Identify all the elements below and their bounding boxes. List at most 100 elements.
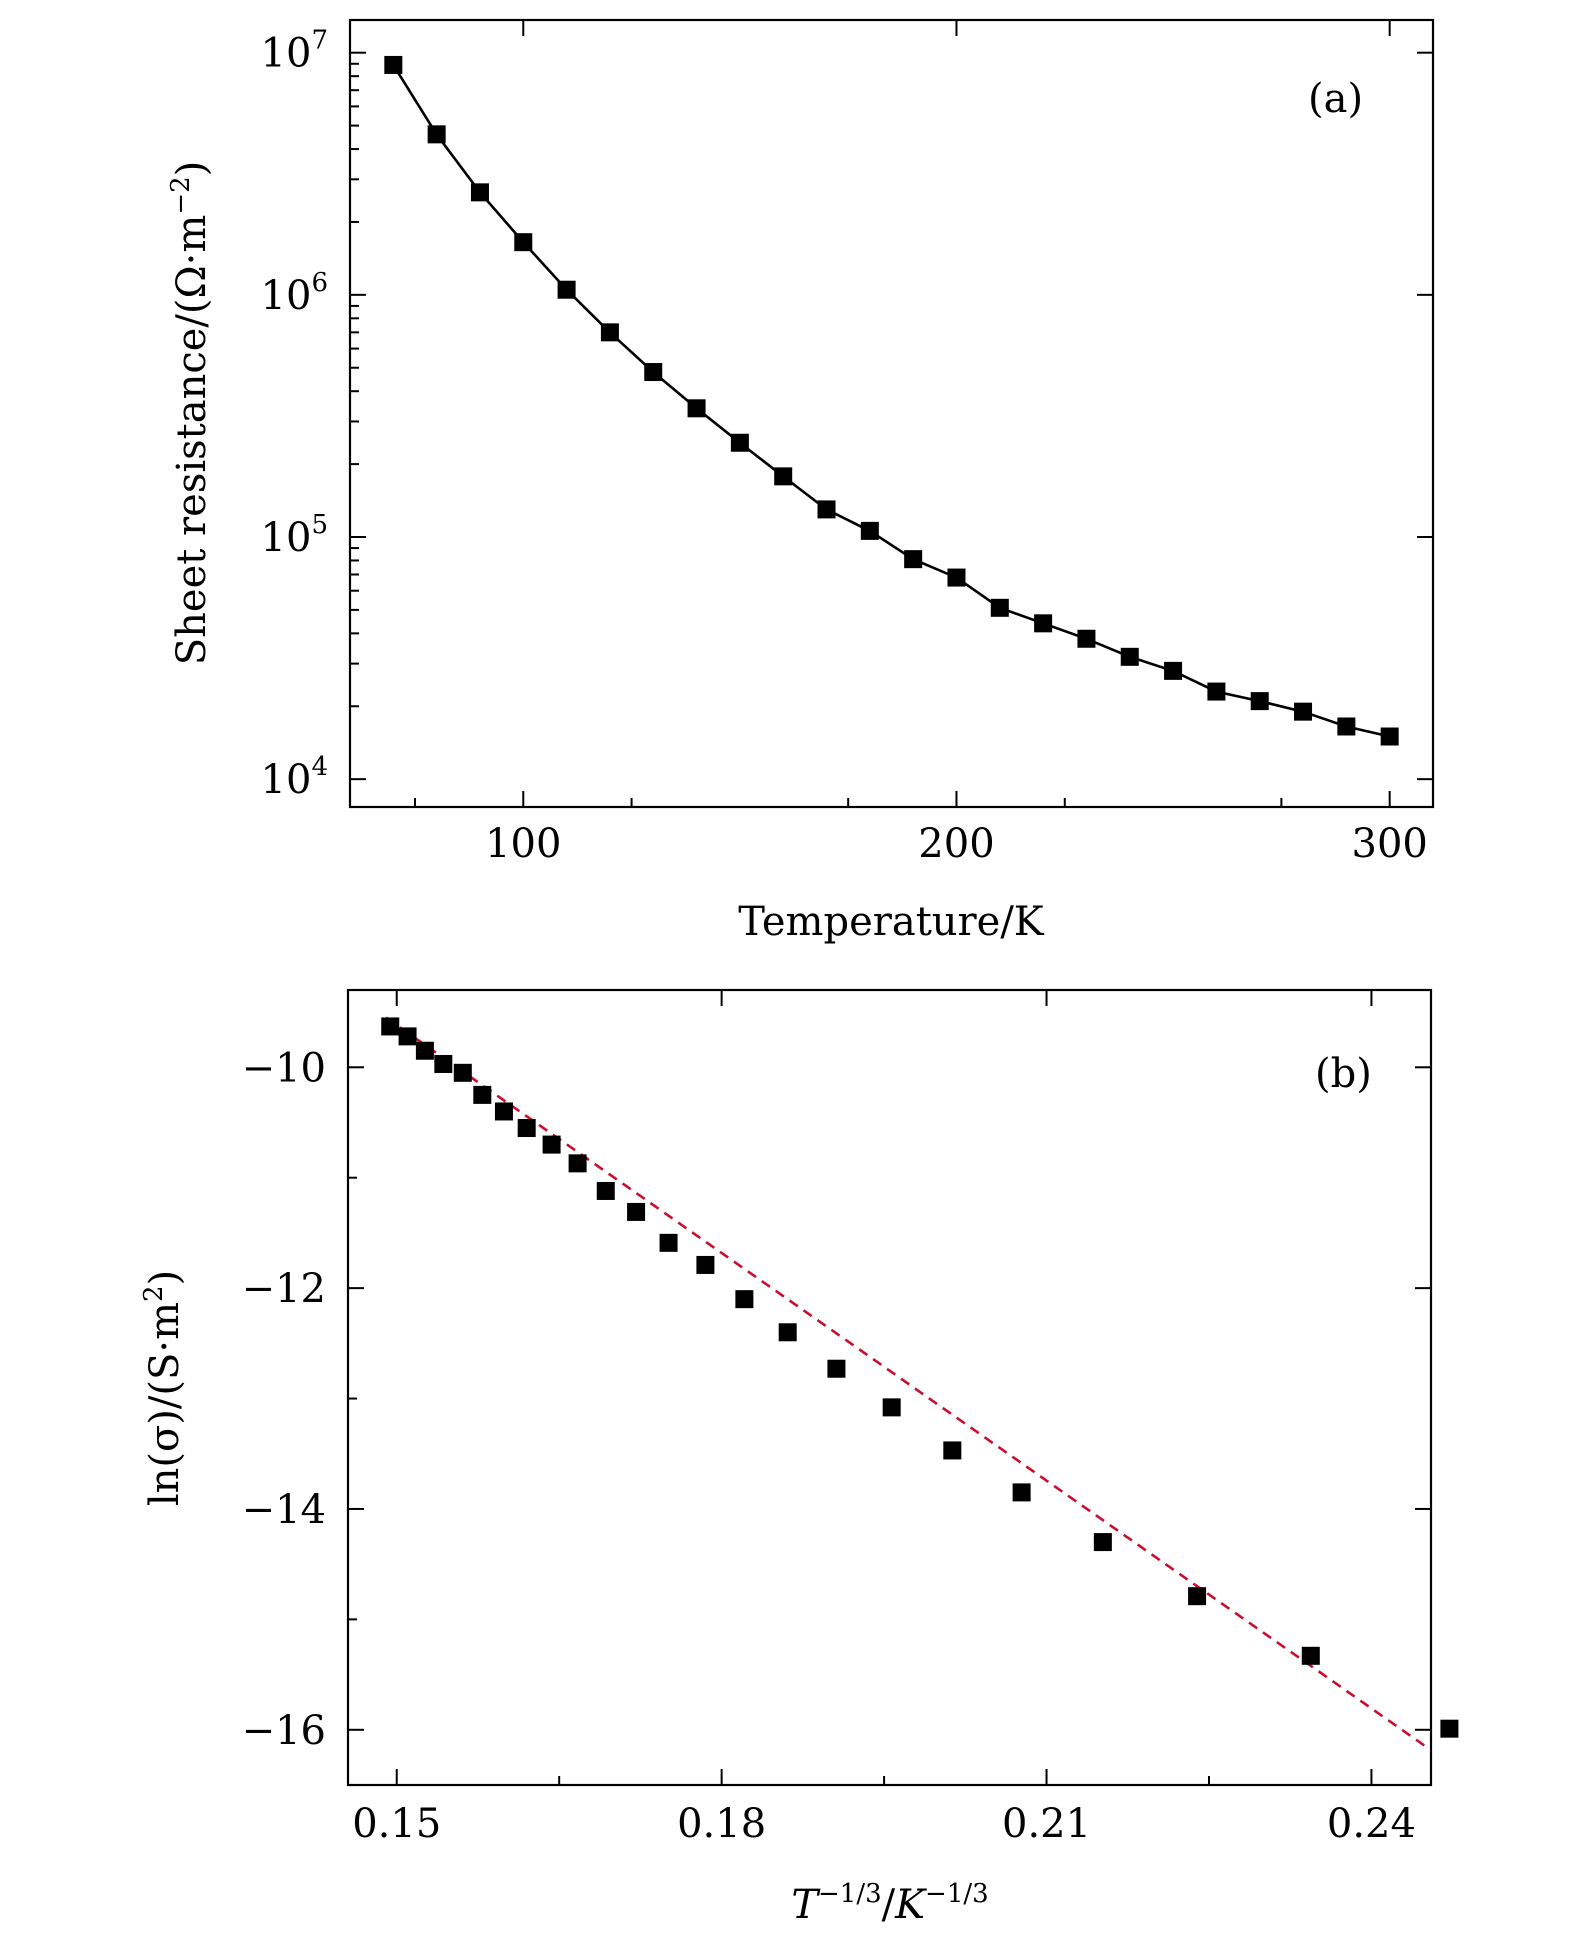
chart-b-point bbox=[659, 1233, 678, 1252]
chart-b-point bbox=[473, 1085, 492, 1104]
chart-a-y-tick-label: 106 bbox=[261, 268, 328, 319]
chart-a-point bbox=[470, 183, 489, 202]
chart-b-x-axis-label-T: T bbox=[791, 1882, 821, 1928]
chart-a-y-axis-label: Sheet resistance/(Ω·m−2) bbox=[166, 161, 215, 666]
chart-a-point bbox=[1337, 717, 1356, 736]
chart-a-point bbox=[774, 467, 793, 486]
chart-a-point bbox=[1250, 692, 1269, 711]
chart-a-y-axis-label-main: Sheet resistance/(Ω·m bbox=[169, 215, 215, 666]
chart-a-point bbox=[644, 363, 663, 382]
chart-a-series bbox=[384, 55, 1399, 746]
chart-a-y-tick-base: 10 bbox=[261, 273, 312, 319]
chart-b-point bbox=[494, 1102, 513, 1121]
chart-b-point bbox=[453, 1063, 472, 1082]
chart-a-point bbox=[1034, 614, 1053, 633]
chart-a-point bbox=[1164, 661, 1183, 680]
chart-b-x-axis-label-K: K bbox=[894, 1882, 927, 1928]
chart-b-x-tick-label: 0.21 bbox=[1002, 1801, 1091, 1847]
chart-b-x-axis-label: T−1/3/K−1/3 bbox=[791, 1879, 988, 1928]
chart-b-point bbox=[696, 1255, 715, 1274]
chart-a-y-tick-base: 10 bbox=[261, 515, 312, 561]
chart-b-point bbox=[542, 1135, 561, 1154]
chart-b-point bbox=[517, 1119, 536, 1138]
chart-a-x-tick-labels: 100 200 300 bbox=[485, 821, 1428, 867]
chart-a-point bbox=[427, 125, 446, 144]
chart-b-y-axis-label-close: ) bbox=[142, 1270, 188, 1286]
chart-b-point bbox=[827, 1359, 846, 1378]
chart-b-y-tick-label: −16 bbox=[242, 1708, 326, 1754]
chart-a-point bbox=[990, 598, 1009, 617]
chart-b-x-axis-label-T-exponent: −1/3 bbox=[818, 1879, 882, 1909]
chart-a-ticks bbox=[350, 20, 1433, 807]
chart-b-point bbox=[381, 1017, 400, 1036]
chart-a-y-tick-exponent: 7 bbox=[311, 26, 328, 56]
chart-b-point bbox=[398, 1027, 417, 1046]
chart-a-point bbox=[904, 550, 923, 569]
chart-b-x-tick-label: 0.15 bbox=[352, 1801, 441, 1847]
chart-b-series bbox=[381, 1016, 1459, 1748]
chart-a-point bbox=[1077, 629, 1096, 648]
chart-a-x-axis-label: Temperature/K bbox=[738, 899, 1045, 945]
chart-b-point bbox=[596, 1181, 615, 1200]
chart-a-point bbox=[514, 233, 533, 252]
chart-b-point bbox=[1301, 1646, 1320, 1665]
chart-b-y-tick-label: −14 bbox=[242, 1487, 326, 1533]
chart-b-point bbox=[735, 1290, 754, 1309]
chart-a-point bbox=[1380, 727, 1399, 746]
chart-b: 0.15 0.18 0.21 0.24 −10−12−14−16 (b) T−1/3/… bbox=[139, 988, 1459, 1928]
chart-a-point bbox=[687, 399, 706, 418]
chart-a-plot-frame bbox=[348, 18, 1435, 809]
chart-a-y-tick-label: 105 bbox=[261, 510, 328, 561]
chart-a-y-tick-base: 10 bbox=[261, 757, 312, 803]
chart-b-point bbox=[1440, 1719, 1459, 1738]
chart-b-point bbox=[1093, 1533, 1112, 1552]
chart-a-point bbox=[384, 55, 403, 74]
chart-b-point bbox=[943, 1441, 962, 1460]
chart-a-y-tick-exponent: 6 bbox=[311, 268, 328, 298]
chart-b-point bbox=[568, 1154, 587, 1173]
chart-b-x-tick-label: 0.24 bbox=[1327, 1801, 1416, 1847]
chart-b-x-tick-label: 0.18 bbox=[677, 1801, 766, 1847]
chart-a-y-tick-label: 104 bbox=[261, 752, 328, 803]
chart-b-point bbox=[1012, 1483, 1031, 1502]
chart-b-ticks bbox=[348, 990, 1431, 1785]
chart-a-point bbox=[600, 323, 619, 342]
chart-b-point bbox=[627, 1202, 646, 1221]
chart-a-y-tick-label: 107 bbox=[261, 26, 328, 77]
chart-b-plot-frame bbox=[346, 988, 1433, 1787]
chart-b-point bbox=[415, 1041, 434, 1060]
chart-a-point bbox=[817, 500, 836, 519]
chart-a-point bbox=[1120, 647, 1139, 666]
chart-b-panel-label: (b) bbox=[1315, 1051, 1372, 1097]
chart-b-x-axis-label-K-exponent: −1/3 bbox=[925, 1879, 989, 1909]
chart-a-y-tick-exponent: 5 bbox=[311, 510, 328, 540]
chart-a-y-axis-label-close: ) bbox=[169, 161, 215, 177]
chart-b-point bbox=[882, 1398, 901, 1417]
chart-a-x-tick-label: 200 bbox=[918, 821, 994, 867]
chart-a-y-tick-base: 10 bbox=[261, 31, 312, 77]
chart-a-y-axis-label-exponent: −2 bbox=[166, 176, 196, 214]
chart-a-x-tick-label: 300 bbox=[1352, 821, 1428, 867]
chart-b-point bbox=[434, 1054, 453, 1073]
chart-b-y-tick-label: −12 bbox=[242, 1266, 326, 1312]
chart-a-point bbox=[860, 521, 879, 540]
chart-b-point bbox=[778, 1323, 797, 1342]
chart-b-x-axis-label-separator: / bbox=[882, 1882, 896, 1928]
chart-b-y-axis-label-exponent: 2 bbox=[139, 1285, 169, 1302]
chart-a-point bbox=[1294, 702, 1313, 721]
chart-a-point bbox=[947, 568, 966, 587]
chart-b-fit-line bbox=[385, 1016, 1427, 1748]
chart-b-y-tick-label: −10 bbox=[242, 1045, 326, 1091]
chart-a-panel-label: (a) bbox=[1308, 76, 1363, 122]
chart-b-x-tick-labels: 0.15 0.18 0.21 0.24 bbox=[352, 1801, 1416, 1847]
chart-a-point bbox=[557, 280, 576, 299]
chart-a-x-tick-label: 100 bbox=[485, 821, 561, 867]
chart-b-y-axis-label: ln(σ)/(S·m2) bbox=[139, 1270, 188, 1506]
chart-a-y-tick-exponent: 4 bbox=[311, 752, 328, 782]
chart-b-y-tick-labels: −10 −12 −14 −16 bbox=[242, 1045, 326, 1754]
chart-a-point bbox=[730, 433, 749, 452]
chart-b-point bbox=[1188, 1587, 1207, 1606]
